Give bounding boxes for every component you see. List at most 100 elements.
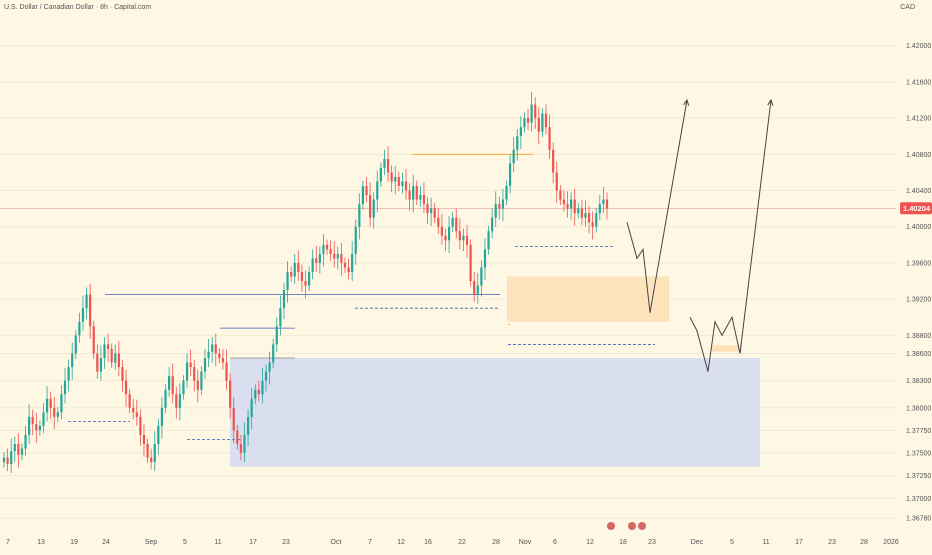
- candle-body: [189, 362, 192, 368]
- x-tick-label: 24: [102, 539, 110, 546]
- candle-body: [462, 235, 465, 241]
- x-tick-label: 28: [492, 539, 500, 546]
- candle-body: [279, 308, 282, 327]
- candle-body: [602, 199, 605, 205]
- candle-body: [598, 204, 601, 214]
- candle-body: [408, 190, 411, 200]
- candle-body: [526, 118, 530, 123]
- candle-body: [447, 226, 451, 241]
- candle-body: [494, 204, 497, 218]
- candle-body: [307, 272, 311, 286]
- x-tick-label: Oct: [331, 539, 342, 546]
- x-tick-label: 17: [249, 539, 257, 546]
- candle-body: [225, 362, 228, 381]
- candle-body: [6, 457, 9, 464]
- candle-body: [591, 222, 594, 227]
- candle-body: [293, 262, 296, 277]
- candle-body: [297, 262, 300, 272]
- candle-body: [584, 213, 587, 218]
- price-badge: [900, 202, 932, 215]
- candle-body: [78, 321, 81, 336]
- candle-body: [193, 367, 196, 381]
- candle-body: [315, 258, 318, 263]
- candle-body: [379, 167, 382, 182]
- candle-body: [63, 380, 67, 395]
- candle-body: [150, 457, 153, 463]
- candle-body: [232, 407, 235, 431]
- candle-body: [473, 281, 476, 295]
- x-tick-label: 23: [648, 539, 656, 546]
- x-tick-label: 13: [37, 539, 45, 546]
- candle-body: [347, 267, 350, 272]
- candle-body: [465, 235, 469, 245]
- candle-body: [516, 136, 519, 150]
- candle-body: [358, 204, 361, 227]
- y-tick-label: 1.39600: [906, 260, 931, 267]
- candle-body: [376, 181, 379, 200]
- x-tick-label: 7: [6, 539, 10, 546]
- candle-body: [577, 208, 580, 214]
- candle-body: [505, 186, 508, 200]
- candle-body: [268, 362, 271, 372]
- candle-body: [214, 344, 217, 354]
- candle-body: [369, 195, 372, 218]
- y-tick-label: 1.37250: [906, 473, 931, 480]
- x-tick-label: 5: [183, 539, 187, 546]
- candle-body: [239, 444, 242, 454]
- candle-body: [426, 204, 429, 214]
- candle-body: [386, 158, 390, 173]
- y-tick-label: 1.37750: [906, 428, 931, 435]
- candle-body: [99, 358, 103, 372]
- candle-body: [422, 195, 426, 205]
- candle-body: [243, 434, 246, 454]
- candle-body: [437, 217, 440, 227]
- candle-body: [605, 199, 609, 209]
- candle-body: [74, 335, 77, 354]
- x-tick-label: 11: [214, 539, 221, 546]
- candle-body: [246, 416, 250, 435]
- projection-path-2-arrow: [767, 98, 774, 106]
- candle-body: [200, 371, 203, 390]
- candle-body: [311, 258, 314, 272]
- candle-body: [329, 249, 332, 254]
- candle-body: [487, 231, 490, 250]
- candle-body: [171, 376, 174, 395]
- candle-body: [480, 267, 483, 286]
- candle-body: [512, 149, 515, 164]
- candle-body: [81, 308, 85, 322]
- x-tick-label: Sep: [145, 539, 158, 546]
- candle-body: [24, 434, 27, 449]
- candle-body: [483, 249, 487, 268]
- candle-body: [196, 380, 199, 390]
- candle-body: [390, 172, 393, 182]
- projection-path-1-arrow: [683, 98, 690, 106]
- candle-body: [236, 430, 239, 444]
- candle-body: [573, 199, 576, 214]
- candle-body: [124, 380, 128, 395]
- candle-body: [218, 353, 221, 358]
- candle-body: [508, 163, 512, 186]
- candle-body: [110, 348, 113, 363]
- candle-body: [135, 412, 138, 417]
- candle-body: [56, 412, 59, 417]
- candle-body: [343, 262, 347, 268]
- x-tick-label: 19: [70, 539, 78, 546]
- candle-body: [394, 176, 397, 182]
- candle-body: [261, 380, 264, 395]
- candle-body: [537, 118, 540, 132]
- candle-body: [444, 235, 447, 241]
- y-tick-label: 1.41200: [906, 116, 931, 123]
- target-zone: [712, 345, 742, 352]
- x-tick-label: Dec: [691, 539, 704, 546]
- candle-body: [383, 158, 386, 168]
- candle-body: [272, 344, 275, 363]
- y-tick-label: 1.37000: [906, 496, 931, 503]
- currency-label: CAD: [900, 4, 915, 11]
- candle-body: [114, 353, 117, 363]
- candle-body: [182, 380, 185, 395]
- x-tick-label: 12: [397, 539, 405, 546]
- candle-body: [530, 104, 533, 123]
- candle-body: [552, 149, 555, 173]
